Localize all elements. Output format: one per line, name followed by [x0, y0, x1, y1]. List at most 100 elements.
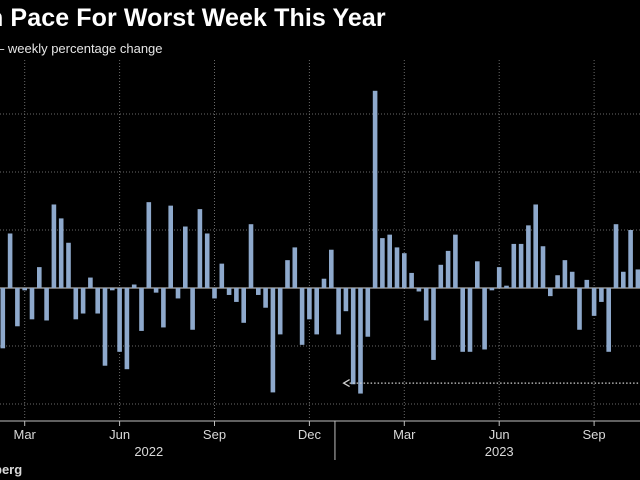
bar: [248, 224, 254, 288]
bar: [445, 250, 451, 288]
bar: [350, 288, 356, 385]
bar: [555, 275, 560, 288]
annotation-arrow: [342, 379, 640, 388]
bar: [423, 288, 429, 321]
bar: [22, 288, 27, 291]
bar: [562, 260, 568, 288]
bar: [511, 243, 517, 288]
bars: [0, 90, 640, 394]
bar: [256, 288, 261, 295]
bar: [102, 288, 108, 366]
bar: [504, 285, 509, 288]
bar: [124, 288, 130, 370]
bar: [453, 234, 458, 288]
bar: [190, 288, 195, 330]
year-label: 2022: [134, 444, 163, 459]
bar: [51, 204, 57, 288]
bar: [110, 288, 115, 291]
bar: [518, 243, 524, 288]
bar: [146, 202, 152, 288]
bar: [394, 247, 400, 288]
year-label: 2023: [485, 444, 514, 459]
bar: [226, 288, 232, 295]
bar: [533, 204, 538, 288]
bar: [475, 261, 480, 288]
bar: [343, 288, 349, 312]
bar: [577, 288, 582, 330]
bar: [321, 278, 327, 288]
bar: [628, 230, 633, 288]
bar: [299, 288, 305, 345]
bar: [467, 288, 473, 352]
bar: [336, 288, 341, 335]
bar: [548, 288, 553, 297]
bar: [489, 288, 495, 291]
bar: [212, 288, 217, 299]
bar: [402, 253, 407, 288]
bar: [416, 288, 422, 292]
bar: [621, 271, 626, 288]
bar: [29, 288, 35, 320]
x-tick-label: Sep: [583, 427, 606, 442]
bar: [584, 279, 590, 288]
source-label: berg: [0, 462, 23, 477]
chart-subtitle: – weekly percentage change: [0, 41, 163, 56]
bar: [7, 233, 13, 288]
bar: [314, 288, 319, 335]
bar: [540, 246, 546, 288]
bar: [613, 224, 619, 288]
bar: [241, 288, 246, 323]
bar: [168, 205, 173, 288]
bar: [358, 288, 363, 394]
x-tick-label: Dec: [298, 427, 322, 442]
bar: [204, 233, 210, 288]
bar: [372, 90, 378, 288]
bar: [139, 288, 144, 331]
bar: [95, 288, 100, 314]
bar: [277, 288, 283, 335]
bar: [496, 267, 502, 288]
bar: [292, 247, 298, 288]
bar: [44, 288, 49, 321]
bar: [66, 242, 71, 288]
x-tick-label: Jun: [489, 427, 510, 442]
bar: [438, 264, 444, 288]
bar: [307, 288, 312, 320]
bar: [117, 288, 122, 352]
bar: [569, 271, 575, 288]
bar: [599, 288, 604, 302]
bar: [80, 288, 86, 314]
x-tick-label: Jun: [109, 427, 130, 442]
bar: [234, 288, 239, 302]
x-tick-label: Mar: [393, 427, 416, 442]
bar: [153, 288, 159, 293]
bar: [0, 288, 6, 349]
bar: [606, 288, 611, 352]
bar: [365, 288, 371, 337]
annotation-arrowhead: [342, 379, 350, 388]
bar: [526, 225, 531, 288]
bar: [409, 272, 414, 288]
bar: [270, 288, 276, 393]
bar: [329, 249, 334, 288]
bar: [37, 267, 42, 288]
bar: [175, 288, 181, 299]
bar: [88, 277, 93, 288]
bar: [431, 288, 436, 360]
bar: [183, 226, 188, 288]
bar: [219, 263, 225, 288]
bar: [58, 218, 64, 288]
gridlines: [0, 60, 640, 420]
x-tick-label: Sep: [203, 427, 226, 442]
bar: [387, 234, 392, 288]
bar: [161, 288, 166, 328]
x-axis: Mar Jun Sep Dec Mar Jun Sep 2022 2023: [0, 420, 640, 460]
bar: [197, 209, 203, 288]
bar: [15, 288, 20, 327]
bar: [131, 284, 137, 288]
bar: [460, 288, 465, 352]
bar: [482, 288, 487, 350]
bar: [635, 269, 640, 288]
x-tick-label: Mar: [14, 427, 37, 442]
